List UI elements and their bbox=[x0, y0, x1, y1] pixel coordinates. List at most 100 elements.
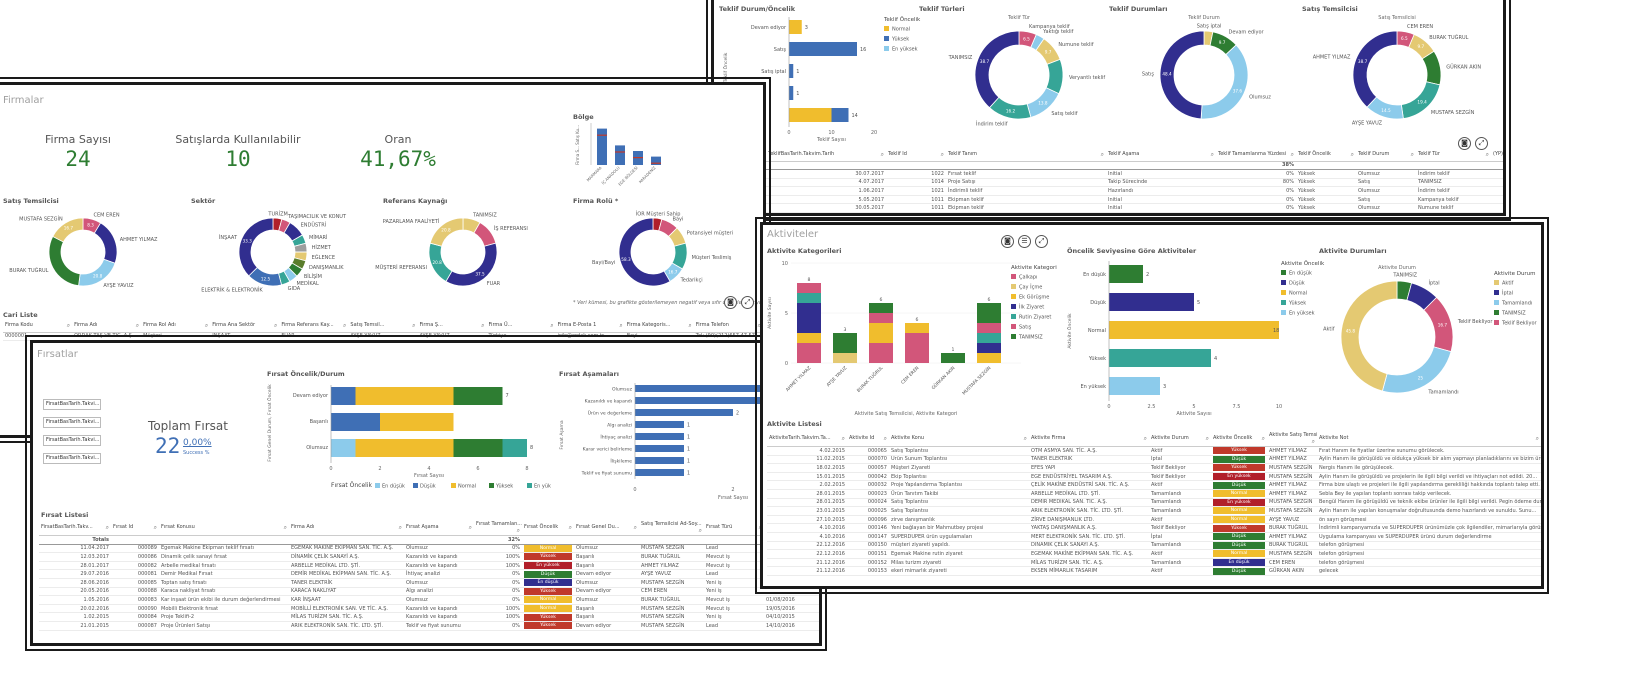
table-header[interactable]: Firma Adı ⌕ bbox=[289, 521, 404, 536]
search-icon[interactable]: ⌕ bbox=[1410, 151, 1414, 159]
table-row[interactable]: 30.05.20171023Demir Medikal İndirimli te… bbox=[766, 212, 1503, 213]
table-header[interactable]: AktiviteTarih.Takvim.Ta... ⌕ bbox=[767, 432, 847, 447]
search-icon[interactable]: ⌕ bbox=[1143, 435, 1147, 442]
table-header[interactable]: Teklif Aşama ⌕ bbox=[1106, 150, 1216, 162]
table-row[interactable]: 11.04.2017 000089 Egemak Makine Ekipman te… bbox=[39, 544, 819, 554]
search-icon[interactable]: ⌕ bbox=[1485, 151, 1489, 159]
table-row[interactable]: 1.06.2017 1021 İndirimli teklif Hazırlandı 0… bbox=[766, 186, 1503, 196]
table-header[interactable]: Aktivite Id ⌕ bbox=[847, 432, 889, 447]
table-header[interactable]: Aktivite Öncelik ⌕ bbox=[1211, 432, 1267, 447]
search-icon[interactable]: ⌕ bbox=[698, 527, 702, 534]
table-row[interactable]: 29.07.2016 000081 Demir Medikal Fırsat DEMİ… bbox=[39, 569, 819, 579]
search-icon[interactable]: ⌕ bbox=[688, 322, 692, 330]
search-icon[interactable]: ⌕ bbox=[283, 524, 287, 531]
table-row[interactable]: 4.10.2016 000147 SUPERDUPER ürün uygulamal… bbox=[767, 532, 1541, 542]
columns-icon[interactable]: ☰ bbox=[1018, 235, 1031, 248]
table-header[interactable]: Firma Telefon⌕ bbox=[693, 321, 763, 333]
table-row[interactable]: 21.12.2016 000153 ekeri mimarlık ziyareti E… bbox=[767, 566, 1541, 576]
search-icon[interactable]: ⌕ bbox=[204, 322, 209, 330]
table-header[interactable]: Satış Temsil... ⌕ bbox=[348, 321, 418, 333]
table-row[interactable]: 2.02.2015 000032 Proje Yapılandırma Toplan… bbox=[767, 480, 1541, 490]
table-row[interactable]: 1.02.2015 000084 Proje Teklifi-2 MİLAS TURİ… bbox=[39, 612, 819, 622]
table-header[interactable]: Aktivite Konu ⌕ bbox=[889, 432, 1029, 447]
expand-icon[interactable]: ⤢ bbox=[1475, 137, 1488, 150]
search-icon[interactable]: ⌕ bbox=[105, 524, 109, 531]
expand-icon[interactable]: ⤢ bbox=[1035, 235, 1048, 248]
table-row[interactable]: 30.05.2017 1011 Ekipman teklif Initial 0% Yük… bbox=[766, 203, 1503, 213]
table-row[interactable]: 28.01.2015 000023 Ürün Tanıtım Takibi ARBEL… bbox=[767, 489, 1541, 499]
search-icon[interactable]: ⌕ bbox=[758, 322, 761, 330]
search-icon[interactable]: ⌕ bbox=[516, 527, 520, 534]
date-filter[interactable]: FirsatBasTarih.Takvi... bbox=[43, 417, 101, 428]
date-filter[interactable]: FirsatBasTarih.Takvi... bbox=[43, 453, 101, 464]
table-header[interactable]: Aktivite Firma ⌕ bbox=[1029, 432, 1149, 447]
date-filter[interactable]: FirsatBasTarih.Takvi... bbox=[43, 435, 101, 446]
table-header[interactable]: Teklif Öncelik ⌕ bbox=[1296, 150, 1356, 162]
table-row[interactable]: 27.10.2015 000096 zirve danışmanlık ZİRVE D… bbox=[767, 515, 1541, 525]
search-icon[interactable]: ⌕ bbox=[1100, 151, 1104, 159]
table-row[interactable]: 18.02.2015 000057 Müşteri Ziyareti EFES YAP… bbox=[767, 463, 1541, 473]
table-row[interactable]: 23.01.2015 000025 Satış Toplantısı ARIK ELE… bbox=[767, 506, 1541, 516]
table-row[interactable]: 4.10.2016 000146 Yeni bağlayan bir Mahmutb… bbox=[767, 523, 1541, 533]
table-row[interactable]: 30.07.2017 1022 Fırsat teklif Initial 0% Yüks… bbox=[766, 169, 1503, 179]
search-icon[interactable]: ⌕ bbox=[633, 524, 637, 531]
table-header[interactable]: Firma Ş... ⌕ bbox=[417, 321, 487, 333]
table-header[interactable]: Fırsat Türü⌕ bbox=[704, 521, 764, 536]
table-row[interactable]: 21.01.2015 000087 Proje Ürünleri Satışı ARI… bbox=[39, 621, 819, 631]
table-header[interactable]: Fırsat Genel Du... ⌕ bbox=[574, 521, 639, 536]
table-row[interactable]: 21.12.2016 000152 Milas turizm ziyareti MİL… bbox=[767, 558, 1541, 568]
search-icon[interactable]: ⌕ bbox=[468, 524, 472, 531]
search-icon[interactable]: ⌕ bbox=[883, 435, 887, 442]
table-header[interactable]: Firma Adı ⌕ bbox=[72, 321, 142, 333]
table-header[interactable]: Firma Rol Adı ⌕ bbox=[141, 321, 211, 333]
table-row[interactable]: 4.02.2015 000065 Satış Toplantısı OTM ASMYA… bbox=[767, 446, 1541, 456]
table-header[interactable]: Satış Temsilcisi Ad-Soy... ⌕ bbox=[639, 521, 704, 536]
table-header[interactable]: Firma Referans Kay... ⌕ bbox=[279, 321, 349, 333]
search-icon[interactable]: ⌕ bbox=[273, 322, 278, 330]
expand-icon[interactable]: ⤢ bbox=[741, 296, 754, 309]
search-icon[interactable]: ⌕ bbox=[550, 322, 554, 330]
table-header[interactable]: Fırsat Öncelik ⌕ bbox=[522, 521, 574, 536]
search-icon[interactable]: ⌕ bbox=[619, 322, 623, 330]
search-icon[interactable]: ⌕ bbox=[398, 524, 402, 531]
table-row[interactable]: 12.03.2017 000086 Dinamik çelik sanayi fır… bbox=[39, 552, 819, 562]
table-header[interactable]: TeklifBasTarih.Takvim.Tarih ⌕ bbox=[766, 150, 886, 162]
camera-icon[interactable]: ◙ bbox=[1458, 137, 1471, 150]
search-icon[interactable]: ⌕ bbox=[1261, 435, 1265, 442]
table-header[interactable]: FirsatBasTarih.Takv... ⌕ bbox=[39, 521, 111, 536]
camera-icon[interactable]: ◙ bbox=[1001, 235, 1014, 248]
camera-icon[interactable]: ◙ bbox=[724, 296, 737, 309]
table-header[interactable]: Fırsat Aşama ⌕ bbox=[404, 521, 474, 536]
table-row[interactable]: 5.05.2017 1011 Ekipman teklif Initial 0% Yüks… bbox=[766, 195, 1503, 205]
search-icon[interactable]: ⌕ bbox=[568, 524, 572, 531]
table-header[interactable]: Firma Kodu ⌕ bbox=[3, 321, 73, 333]
search-icon[interactable]: ⌕ bbox=[66, 322, 71, 330]
table-row[interactable]: 11.02.2015 000070 Ürün Sunum Toplantısı TAN… bbox=[767, 455, 1541, 465]
search-icon[interactable]: ⌕ bbox=[135, 322, 140, 330]
table-row[interactable]: 28.06.2016 000085 Toptan satış fırsatı TANE… bbox=[39, 578, 819, 588]
table-header[interactable]: Aktivite Not ⌕ bbox=[1317, 432, 1541, 447]
table-row[interactable]: 22.12.2016 000151 Egemak Makine rutin ziya… bbox=[767, 549, 1541, 559]
table-header[interactable]: Fırsat Tamamlan... ⌕ bbox=[474, 521, 522, 536]
table-row[interactable]: 1.05.2016 000083 Kar inşaat ürün ekibi ile… bbox=[39, 595, 819, 605]
search-icon[interactable]: ⌕ bbox=[1290, 151, 1294, 159]
search-icon[interactable]: ⌕ bbox=[1350, 151, 1354, 159]
search-icon[interactable]: ⌕ bbox=[1023, 435, 1027, 442]
table-row[interactable]: 20.02.2016 000090 Mobilli Elektronik fırsa… bbox=[39, 604, 819, 614]
date-filter[interactable]: FirsatBasTarih.Takvi... bbox=[43, 399, 101, 410]
table-header[interactable]: Teklif Id ⌕ bbox=[886, 150, 946, 162]
search-icon[interactable]: ⌕ bbox=[412, 322, 416, 330]
table-row[interactable]: 4.07.2017 1014 Proje Satışı Takip Sürecinde… bbox=[766, 178, 1503, 188]
table-header[interactable]: Fırsat Id ⌕ bbox=[111, 521, 159, 536]
search-icon[interactable]: ⌕ bbox=[481, 322, 485, 330]
search-icon[interactable]: ⌕ bbox=[343, 322, 347, 330]
table-header[interactable]: Firma Ü... ⌕ bbox=[486, 321, 556, 333]
table-row[interactable]: 28.01.2015 000024 Satış Toplantısı DEMİR ME… bbox=[767, 498, 1541, 508]
search-icon[interactable]: ⌕ bbox=[1205, 435, 1209, 442]
table-header[interactable]: Fırsat Konusu ⌕ bbox=[159, 521, 289, 536]
search-icon[interactable]: ⌕ bbox=[940, 151, 944, 159]
table-header[interactable]: Teklif Tamamlanma Yüzdesi ⌕ bbox=[1216, 150, 1296, 162]
table-header[interactable]: Teklif Durum ⌕ bbox=[1356, 150, 1416, 162]
table-header[interactable]: Teklif Tür ⌕ bbox=[1416, 150, 1491, 162]
table-row[interactable]: 22.12.2016 000150 müşteri ziyareti yapıldı… bbox=[767, 541, 1541, 551]
